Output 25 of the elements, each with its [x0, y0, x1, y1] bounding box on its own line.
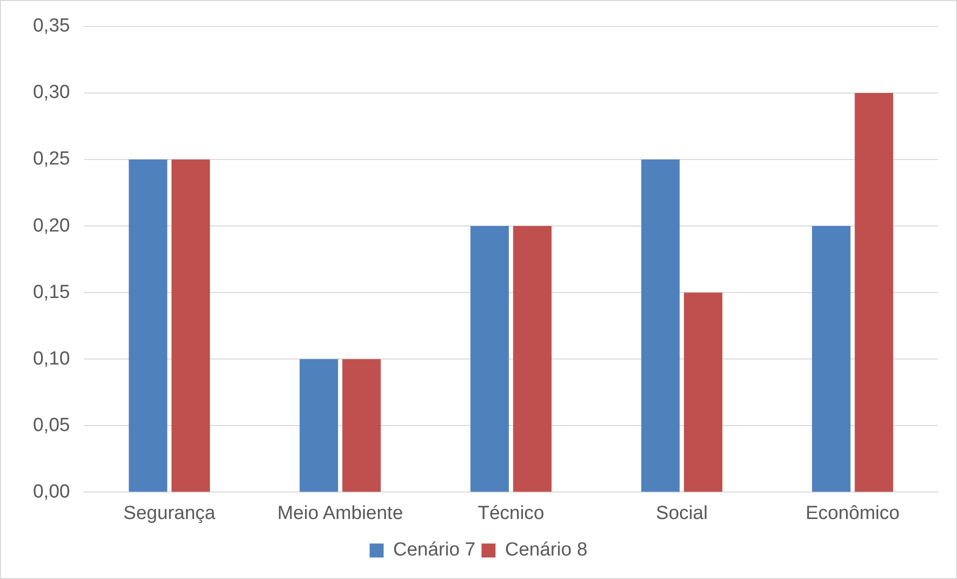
- y-tick-label: 0,30: [32, 82, 70, 104]
- bar: [641, 159, 680, 492]
- x-tick-label: Técnico: [478, 502, 544, 524]
- y-tick-label: 0,25: [32, 148, 70, 170]
- bar: [300, 359, 338, 492]
- y-tick-label: 0,35: [32, 16, 70, 37]
- x-tick-label: Econômico: [806, 502, 900, 524]
- y-tick-label: 0,00: [32, 481, 70, 502]
- bar: [342, 359, 381, 492]
- bar: [812, 226, 850, 492]
- x-tick-label: Segurança: [123, 502, 216, 524]
- bar: [172, 159, 210, 492]
- bar: [513, 226, 552, 492]
- y-tick-label: 0,20: [32, 215, 70, 236]
- legend-label: Cenário 8: [505, 540, 588, 561]
- bar: [470, 226, 509, 492]
- y-tick-label: 0,05: [32, 414, 70, 436]
- bar: [854, 92, 894, 492]
- y-tick-label: 0,15: [32, 282, 70, 303]
- y-tick-label: 0,10: [32, 348, 70, 370]
- bar: [128, 159, 168, 492]
- bar: [684, 292, 722, 492]
- x-tick-label: Social: [656, 502, 708, 524]
- x-tick-label: Meio Ambiente: [277, 502, 404, 524]
- legend-label: Cenário 7: [393, 540, 476, 561]
